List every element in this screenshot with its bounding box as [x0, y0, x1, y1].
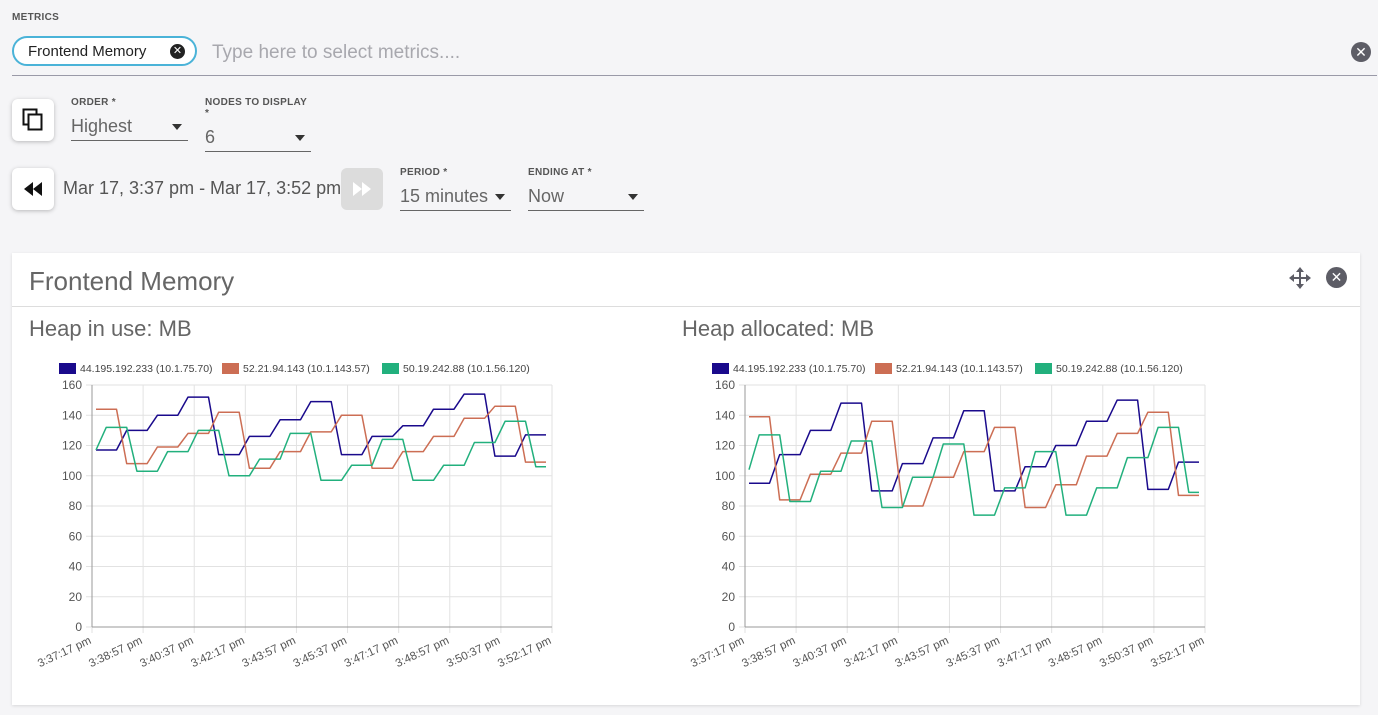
period-select[interactable]: 15 minutes [400, 184, 511, 211]
y-tick-label: 120 [62, 439, 82, 453]
ending-select[interactable]: Now [528, 184, 644, 211]
heap-in-use-chart: 44.195.192.233 (10.1.75.70) 52.21.94.143 … [36, 363, 553, 670]
legend-label: 50.19.242.88 (10.1.56.120) [1056, 363, 1183, 375]
series-line [96, 405, 546, 469]
y-tick-label: 160 [62, 378, 82, 392]
x-tick-label: 3:37:17 pm [36, 635, 93, 670]
y-tick-label: 20 [722, 590, 736, 604]
x-tick-label: 3:50:37 pm [1098, 635, 1155, 670]
copy-button[interactable] [12, 99, 54, 141]
series-line [96, 393, 546, 457]
x-tick-label: 3:47:17 pm [343, 635, 400, 670]
legend-swatch [1035, 363, 1052, 374]
x-tick-label: 3:45:37 pm [945, 635, 1002, 670]
y-tick-label: 160 [715, 378, 735, 392]
metrics-label: METRICS [12, 12, 60, 23]
metric-chip-label: Frontend Memory [28, 42, 147, 60]
legend-swatch [382, 363, 399, 374]
x-tick-label: 3:40:37 pm [138, 635, 195, 670]
chevron-down-icon [295, 135, 305, 141]
nodes-field[interactable]: NODES TO DISPLAY * 6 [205, 97, 311, 152]
x-tick-label: 3:43:57 pm [240, 635, 297, 670]
rewind-icon [24, 182, 42, 196]
ending-value: Now [528, 186, 565, 206]
rewind-button[interactable] [12, 168, 54, 210]
legend-swatch [712, 363, 729, 374]
x-tick-label: 3:42:17 pm [189, 635, 246, 670]
y-tick-label: 140 [62, 408, 82, 422]
copy-icon [22, 108, 43, 131]
period-field[interactable]: PERIOD * 15 minutes [400, 167, 511, 211]
x-tick-label: 3:37:17 pm [689, 635, 746, 670]
x-tick-label: 3:47:17 pm [996, 635, 1053, 670]
order-field[interactable]: ORDER * Highest [71, 97, 188, 141]
heap-allocated-chart: 44.195.192.233 (10.1.75.70) 52.21.94.143 … [689, 363, 1206, 670]
y-tick-label: 60 [722, 529, 736, 543]
legend-label: 50.19.242.88 (10.1.56.120) [403, 363, 530, 375]
close-icon[interactable]: ✕ [1326, 267, 1347, 288]
metrics-search-input[interactable] [210, 39, 1114, 67]
y-tick-label: 20 [69, 590, 83, 604]
x-tick-label: 3:48:57 pm [1047, 635, 1104, 670]
y-tick-label: 140 [715, 408, 735, 422]
nodes-value: 6 [205, 127, 216, 147]
y-tick-label: 80 [69, 499, 83, 513]
y-tick-label: 40 [722, 560, 736, 574]
order-label: ORDER * [71, 97, 116, 108]
x-tick-label: 3:45:37 pm [292, 635, 349, 670]
legend-label: 44.195.192.233 (10.1.75.70) [733, 363, 866, 375]
metrics-select[interactable]: Frontend Memory ✕ ✕ [12, 35, 1377, 76]
chip-remove-icon[interactable]: ✕ [170, 44, 185, 59]
order-select[interactable]: Highest [71, 114, 188, 141]
legend-swatch [59, 363, 76, 374]
y-tick-label: 40 [69, 560, 83, 574]
y-tick-label: 0 [75, 620, 82, 634]
fast-forward-button[interactable] [341, 168, 383, 210]
x-tick-label: 3:38:57 pm [87, 635, 144, 670]
nodes-label: NODES TO DISPLAY * [205, 97, 307, 119]
legend-label: 52.21.94.143 (10.1.143.57) [896, 363, 1023, 375]
x-tick-label: 3:40:37 pm [791, 635, 848, 670]
legend-swatch [222, 363, 239, 374]
x-tick-label: 3:48:57 pm [394, 635, 451, 670]
x-tick-label: 3:42:17 pm [842, 635, 899, 670]
card-divider [12, 306, 1360, 307]
ending-field[interactable]: ENDING AT * Now [528, 167, 644, 211]
legend-label: 44.195.192.233 (10.1.75.70) [80, 363, 213, 375]
series-line [748, 426, 1199, 516]
series-line [749, 399, 1199, 492]
x-tick-label: 3:52:17 pm [496, 635, 553, 670]
chevron-down-icon [172, 124, 182, 130]
nodes-select[interactable]: 6 [205, 125, 311, 152]
order-value: Highest [71, 116, 133, 136]
chart-title: Heap allocated: MB [682, 316, 874, 341]
card-title: Frontend Memory [29, 266, 235, 296]
time-range-text: Mar 17, 3:37 pm - Mar 17, 3:52 pm [63, 178, 342, 198]
x-tick-label: 3:50:37 pm [445, 635, 502, 670]
legend-swatch [875, 363, 892, 374]
chevron-down-icon [628, 194, 638, 200]
y-tick-label: 60 [69, 529, 83, 543]
y-tick-label: 120 [715, 439, 735, 453]
ending-label: ENDING AT * [528, 167, 592, 178]
y-tick-label: 0 [728, 620, 735, 634]
metric-card: Frontend Memory ✕ Heap in use: MB Heap a… [12, 253, 1360, 705]
x-tick-label: 3:52:17 pm [1149, 635, 1206, 670]
metric-chip[interactable]: Frontend Memory ✕ [12, 36, 197, 66]
period-value: 15 minutes [400, 186, 489, 206]
y-tick-label: 80 [722, 499, 736, 513]
x-tick-label: 3:38:57 pm [740, 635, 797, 670]
x-tick-label: 3:43:57 pm [893, 635, 950, 670]
clear-metrics-icon[interactable]: ✕ [1351, 42, 1371, 62]
y-tick-label: 100 [62, 469, 82, 483]
chevron-down-icon [495, 194, 505, 200]
series-line [95, 420, 546, 482]
series-line [749, 411, 1199, 509]
fast-forward-icon [353, 182, 371, 196]
period-label: PERIOD * [400, 167, 448, 178]
legend-label: 52.21.94.143 (10.1.143.57) [243, 363, 370, 375]
y-tick-label: 100 [715, 469, 735, 483]
chart-title: Heap in use: MB [29, 316, 192, 341]
move-icon[interactable] [1288, 266, 1312, 290]
